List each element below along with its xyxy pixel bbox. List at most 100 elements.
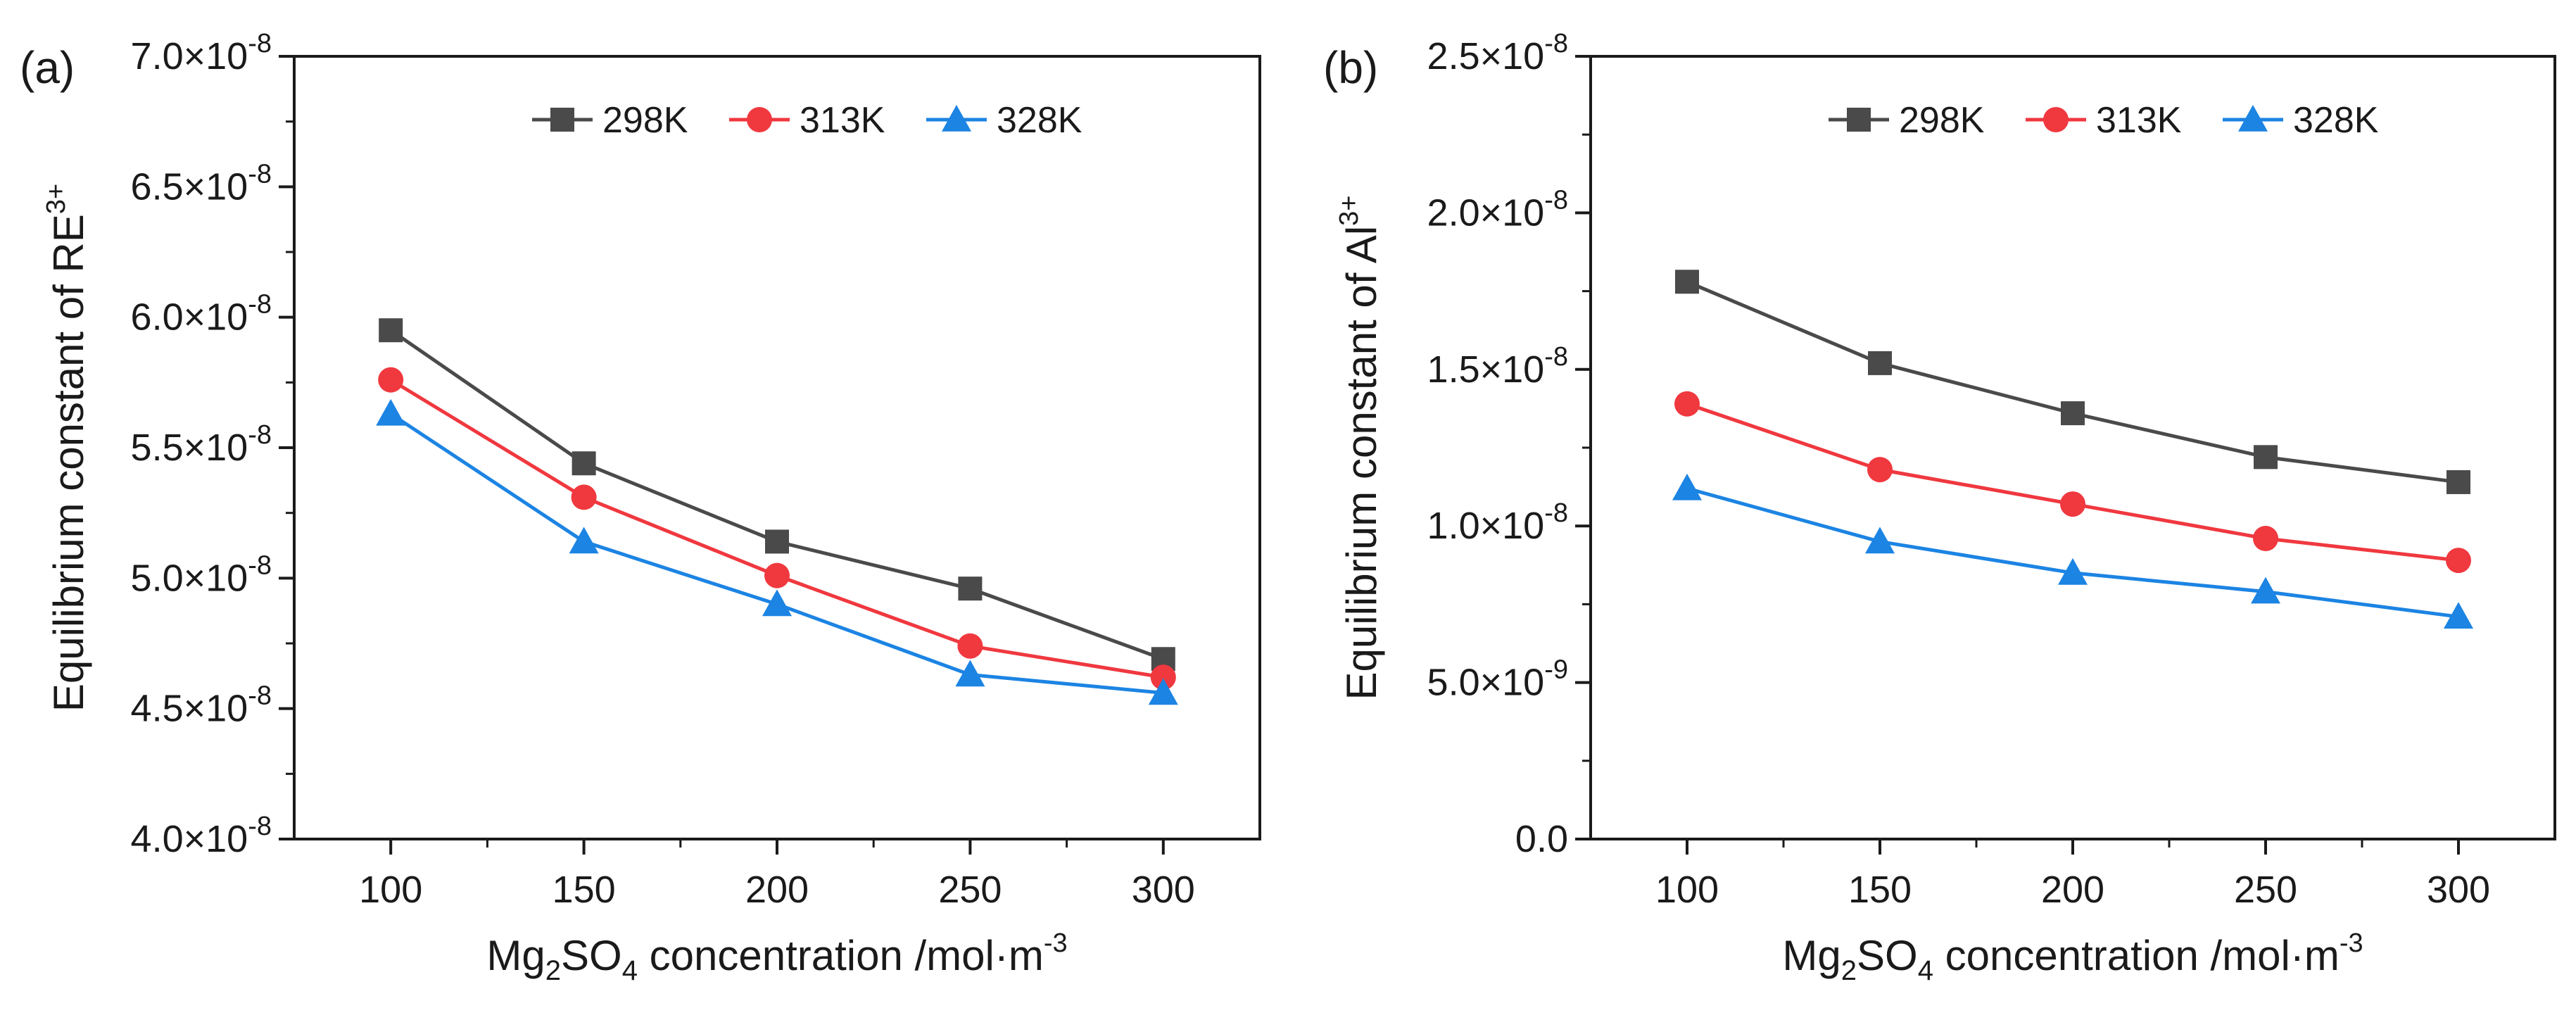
- data-point: [2254, 445, 2278, 470]
- x-tick-label: 100: [1655, 869, 1719, 911]
- x-axis-title: Mg2SO4 concentration /mol·m-3: [486, 928, 1067, 986]
- y-tick-exponent: -8: [248, 812, 272, 841]
- y-tick-mantissa: 1.5×10: [1427, 348, 1545, 391]
- y-tick-mantissa: 4.5×10: [131, 688, 248, 730]
- panel-label: (a): [20, 42, 75, 93]
- y-tick-exponent: -8: [248, 550, 272, 580]
- data-point: [569, 527, 599, 554]
- x-tick-label: 100: [359, 869, 422, 911]
- chart-panel-b: 100 150 200 250 3000.05.0×10-91.0×10-81.5×10…: [1323, 29, 2556, 986]
- x-tick-label: 300: [1132, 869, 1195, 911]
- legend: 298K 313K 328K: [1829, 100, 2379, 141]
- y-axis-title-superscript: 3+: [1334, 195, 1364, 225]
- y-tick-label: 1.0×10-8: [1427, 498, 1568, 547]
- plot-frame: [1589, 55, 2556, 840]
- y-tick-exponent: -8: [248, 290, 272, 320]
- data-point: [2061, 401, 2085, 426]
- y-tick-label: 7.0×10-8: [131, 29, 272, 77]
- y-axis-title-text: Equilibrium constant of Al: [1338, 226, 1385, 700]
- series-line: [1686, 402, 2459, 562]
- x-axis-title-part: Mg: [1782, 932, 1841, 979]
- data-point: [1150, 664, 1176, 691]
- data-point: [2446, 548, 2471, 574]
- y-tick-label: 5.5×10-8: [131, 420, 272, 469]
- y-tick-mantissa: 2.0×10: [1427, 191, 1545, 234]
- y-tick-mantissa: 1.0×10: [1427, 505, 1545, 547]
- data-point: [2058, 557, 2088, 585]
- y-tick-label: 1.5×10-8: [1427, 342, 1568, 391]
- y-tick-label: 5.0×10-9: [1427, 655, 1568, 704]
- y-tick-exponent: -8: [1544, 342, 1568, 372]
- y-tick-mantissa: 2.5×10: [1427, 35, 1545, 77]
- y-tick-exponent: -9: [1544, 655, 1568, 685]
- y-tick-label: 2.0×10-8: [1427, 185, 1568, 234]
- x-axis-title-subscript: 2: [1841, 955, 1857, 986]
- y-axis-title: Equilibrium constant of RE3+: [42, 184, 92, 712]
- x-axis-title-subscript: 4: [1918, 955, 1933, 986]
- x-axis-title-part: concentration /mol·m: [638, 932, 1044, 979]
- legend-marker: [2238, 105, 2268, 132]
- legend: 298K 313K 328K: [532, 100, 1082, 141]
- x-tick-label: 250: [938, 869, 1002, 911]
- legend-label: 298K: [1899, 100, 1985, 141]
- data-point: [379, 318, 403, 343]
- y-tick-mantissa: 5.0×10: [1427, 662, 1545, 704]
- data-point: [957, 633, 983, 659]
- y-tick-label: 4.5×10-8: [131, 681, 272, 730]
- legend-marker: [550, 108, 574, 132]
- series-line: [389, 378, 1164, 679]
- data-point: [1865, 527, 1895, 554]
- y-tick-label: 6.0×10-8: [131, 290, 272, 339]
- legend-label: 328K: [2293, 100, 2379, 141]
- data-point: [958, 576, 983, 601]
- y-tick-mantissa: 6.0×10: [131, 296, 248, 339]
- chart-panel-a: 100 150 200 250 3004.0×10-84.5×10-85.0×10-85…: [20, 29, 1261, 986]
- data-point: [2060, 491, 2085, 517]
- y-tick-mantissa: 6.5×10: [131, 165, 248, 208]
- data-point: [765, 529, 789, 554]
- data-point: [762, 589, 792, 617]
- legend-marker: [942, 105, 971, 132]
- y-tick-label: 0.0: [1515, 818, 1568, 860]
- series-328K: [1672, 473, 2473, 629]
- y-axis-title-superscript: 3+: [42, 184, 71, 214]
- y-tick-exponent: -8: [1544, 29, 1568, 58]
- y-tick-label: 4.0×10-8: [131, 812, 272, 860]
- legend-marker: [1847, 108, 1871, 132]
- x-tick-label: 250: [2234, 869, 2297, 911]
- data-point: [571, 484, 597, 510]
- data-point: [376, 398, 406, 426]
- y-axis-title: Equilibrium constant of Al3+: [1334, 195, 1385, 700]
- data-point: [2444, 602, 2473, 629]
- data-point: [378, 367, 404, 393]
- series-298K: [1675, 270, 2470, 494]
- y-tick-mantissa: 5.5×10: [131, 427, 248, 469]
- legend-marker: [747, 107, 772, 132]
- x-axis-title-part: concentration /mol·m: [1933, 932, 2340, 979]
- y-tick-mantissa: 5.0×10: [131, 557, 248, 599]
- panel-label: (b): [1323, 42, 1378, 93]
- y-tick-exponent: -8: [248, 420, 272, 450]
- series-313K: [378, 367, 1176, 691]
- x-axis-title-subscript: 4: [622, 955, 638, 986]
- legend-label: 313K: [2096, 100, 2182, 141]
- x-tick-label: 300: [2427, 869, 2490, 911]
- x-tick-label: 200: [2041, 869, 2104, 911]
- x-axis-title-part: SO: [1857, 932, 1918, 979]
- y-tick-label: 5.0×10-8: [131, 550, 272, 599]
- data-point: [1675, 270, 1699, 294]
- y-tick-mantissa: 4.0×10: [131, 818, 248, 860]
- y-axis-title-text: Equilibrium constant of RE: [45, 214, 92, 712]
- data-point: [764, 562, 790, 588]
- y-tick-exponent: -8: [1544, 185, 1568, 215]
- x-axis-title-subscript: 2: [545, 955, 561, 986]
- series-328K: [376, 398, 1178, 705]
- y-tick-exponent: -8: [1544, 498, 1568, 528]
- data-point: [1672, 473, 1702, 500]
- x-tick-label: 200: [745, 869, 809, 911]
- y-tick-mantissa: 0.0: [1515, 818, 1568, 860]
- data-point: [2446, 470, 2470, 494]
- legend-label: 313K: [800, 100, 885, 141]
- y-tick-mantissa: 7.0×10: [131, 35, 248, 77]
